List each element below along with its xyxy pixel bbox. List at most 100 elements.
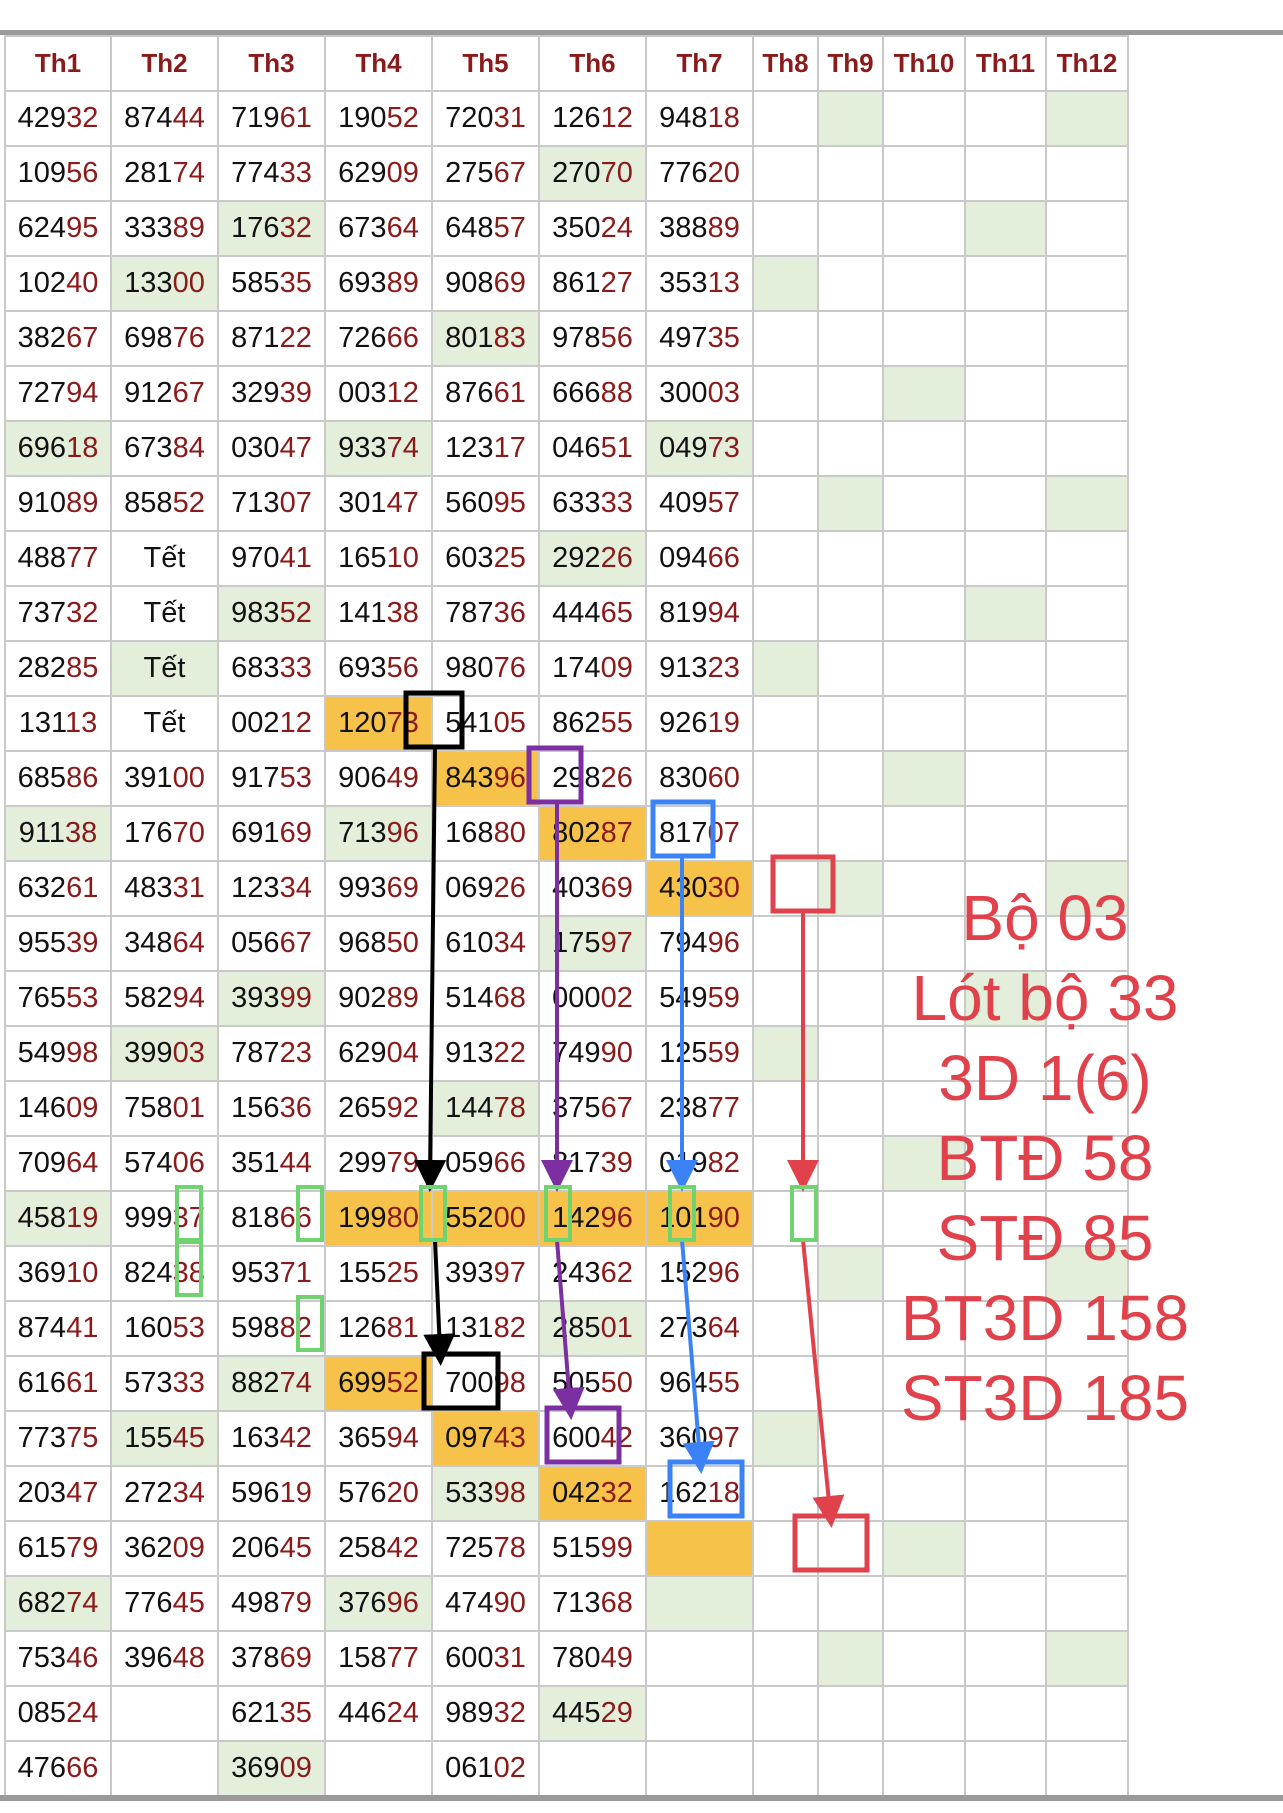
result-cell: 80287 bbox=[538, 805, 647, 862]
result-cell: 16510 bbox=[324, 530, 433, 587]
number-prefix: 993 bbox=[338, 872, 387, 904]
annotation-line-4: BTĐ 58 bbox=[936, 1122, 1154, 1194]
number-tail: 41 bbox=[66, 1312, 99, 1344]
number-prefix: 162 bbox=[659, 1477, 708, 1509]
result-cell: 14478 bbox=[431, 1080, 540, 1137]
result-cell: 45819 bbox=[4, 1190, 112, 1247]
number-tail: 53 bbox=[279, 762, 312, 794]
number-prefix: 765 bbox=[17, 982, 67, 1014]
result-cell bbox=[817, 1685, 884, 1742]
number-tail: 35 bbox=[279, 1697, 312, 1729]
result-cell: 14609 bbox=[4, 1080, 112, 1137]
number-prefix: 238 bbox=[659, 1092, 708, 1124]
result-cell bbox=[882, 915, 966, 972]
annotation-line-7: ST3D 185 bbox=[900, 1362, 1190, 1434]
result-cell: 27364 bbox=[645, 1300, 754, 1357]
result-cell: 42932 bbox=[4, 90, 112, 147]
result-cell: 85852 bbox=[110, 475, 219, 532]
number-prefix: 818 bbox=[231, 1202, 280, 1234]
result-cell bbox=[964, 1630, 1047, 1687]
result-cell bbox=[645, 1630, 754, 1687]
result-cell: 90649 bbox=[324, 750, 433, 807]
result-cell bbox=[752, 1300, 819, 1357]
number-tail: 31 bbox=[493, 1642, 526, 1674]
result-cell: 16218 bbox=[645, 1465, 754, 1522]
result-cell bbox=[752, 970, 819, 1027]
result-cell: 67384 bbox=[110, 420, 219, 477]
number-tail: 55 bbox=[707, 1367, 740, 1399]
result-cell: 71961 bbox=[217, 90, 326, 147]
number-prefix: 552 bbox=[445, 1202, 494, 1234]
column-header-th4: Th4 bbox=[324, 35, 433, 92]
result-cell: 12681 bbox=[324, 1300, 433, 1357]
result-cell bbox=[882, 1245, 966, 1302]
number-tail: 74 bbox=[172, 157, 205, 189]
result-cell: 77433 bbox=[217, 145, 326, 202]
result-cell bbox=[882, 310, 966, 367]
result-cell: 27234 bbox=[110, 1465, 219, 1522]
number-tail: 96 bbox=[493, 762, 526, 794]
result-cell bbox=[1045, 915, 1129, 972]
number-prefix: 133 bbox=[124, 267, 173, 299]
result-cell: 33389 bbox=[110, 200, 219, 257]
result-cell: 81739 bbox=[538, 1135, 647, 1192]
number-prefix: 673 bbox=[124, 432, 173, 464]
result-cell: 99369 bbox=[324, 860, 433, 917]
number-prefix: 409 bbox=[659, 487, 708, 519]
result-cell: 77645 bbox=[110, 1575, 219, 1632]
number-prefix: 902 bbox=[338, 982, 387, 1014]
result-cell: 78049 bbox=[538, 1630, 647, 1687]
number-prefix: 270 bbox=[552, 157, 601, 189]
result-cell bbox=[882, 750, 966, 807]
number-tail: 12 bbox=[600, 102, 633, 134]
number-prefix: 396 bbox=[124, 1642, 173, 1674]
number-prefix: 794 bbox=[659, 927, 708, 959]
number-prefix: 258 bbox=[338, 1532, 387, 1564]
number-tail: 96 bbox=[707, 927, 740, 959]
number-tail: 89 bbox=[707, 212, 740, 244]
result-cell bbox=[752, 475, 819, 532]
number-tail: 69 bbox=[386, 872, 419, 904]
number-prefix: 610 bbox=[445, 927, 494, 959]
result-cell: 10190 bbox=[645, 1190, 754, 1247]
number-tail: 60 bbox=[707, 762, 740, 794]
result-cell bbox=[1045, 1630, 1129, 1687]
table-row: 62495 33389 17632 67364 64857 35024 38889 bbox=[4, 200, 1129, 257]
number-tail: 36 bbox=[279, 1092, 312, 1124]
number-prefix: 399 bbox=[124, 1037, 173, 1069]
result-cell bbox=[538, 1740, 647, 1797]
number-prefix: 056 bbox=[231, 927, 280, 959]
result-cell: 15877 bbox=[324, 1630, 433, 1687]
number-tail: 47 bbox=[66, 1477, 99, 1509]
result-cell: 87122 bbox=[217, 310, 326, 367]
result-cell: 44624 bbox=[324, 1685, 433, 1742]
result-cell: 91089 bbox=[4, 475, 112, 532]
result-cell: 77620 bbox=[645, 145, 754, 202]
number-prefix: 329 bbox=[231, 377, 280, 409]
number-tail: 64 bbox=[66, 1147, 99, 1179]
result-cell: 05966 bbox=[431, 1135, 540, 1192]
number-tail: 78 bbox=[493, 1092, 526, 1124]
result-cell: 81994 bbox=[645, 585, 754, 642]
result-cell: 01982 bbox=[645, 1135, 754, 1192]
result-cell: 54959 bbox=[645, 970, 754, 1027]
column-header-th8: Th8 bbox=[752, 35, 819, 92]
number-tail: 67 bbox=[600, 1092, 633, 1124]
number-tail: 66 bbox=[66, 1752, 99, 1784]
number-tail: 23 bbox=[279, 1037, 312, 1069]
result-cell bbox=[1045, 1465, 1129, 1522]
number-prefix: 615 bbox=[17, 1532, 67, 1564]
result-cell: 97041 bbox=[217, 530, 326, 587]
result-cell: 15525 bbox=[324, 1245, 433, 1302]
result-cell bbox=[817, 145, 884, 202]
number-prefix: 983 bbox=[231, 597, 280, 629]
annotation-line-3: 3D 1(6) bbox=[938, 1042, 1152, 1114]
number-prefix: 682 bbox=[17, 1587, 67, 1619]
number-prefix: 603 bbox=[445, 542, 494, 574]
result-cell: 15636 bbox=[217, 1080, 326, 1137]
number-tail: 61 bbox=[66, 1367, 99, 1399]
result-cell: 72031 bbox=[431, 90, 540, 147]
number-tail: 94 bbox=[386, 1422, 419, 1454]
number-tail: 82 bbox=[493, 1312, 526, 1344]
number-prefix: 926 bbox=[659, 707, 708, 739]
